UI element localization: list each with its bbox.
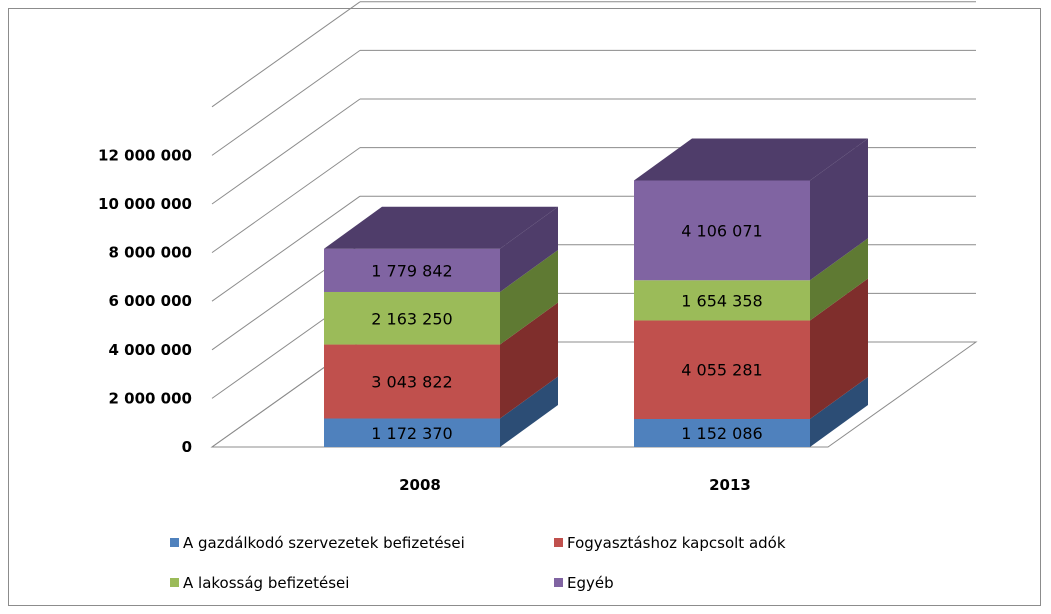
legend-swatch	[170, 578, 179, 587]
data-label: 4 055 281	[681, 361, 762, 380]
bar-segment-front	[634, 320, 810, 420]
bar-segment-side	[810, 138, 868, 281]
bar-top-face	[324, 206, 558, 249]
bar-segment-side	[810, 238, 868, 321]
data-label: 1 172 370	[371, 424, 452, 443]
bar-segment-front	[324, 418, 500, 447]
data-label: 1 152 086	[681, 424, 762, 443]
y-tick-label: 4 000 000	[108, 341, 192, 359]
x-category-label: 2008	[399, 476, 441, 494]
y-tick-label: 2 000 000	[108, 389, 192, 407]
data-labels: 1 172 370 3 043 822 2 163 250 1 779 842 1 15…	[371, 221, 762, 443]
side-wall-gridline	[211, 1, 361, 108]
bar-segment-front	[324, 344, 500, 419]
bar-segment-side	[810, 278, 868, 420]
bar-segment-front	[634, 280, 810, 321]
y-tick-label: 6 000 000	[108, 292, 192, 310]
side-wall-gridline	[211, 147, 361, 254]
data-label: 3 043 822	[371, 373, 452, 392]
legend: A gazdálkodó szervezetek befizetései Fogy…	[170, 534, 786, 592]
y-axis-ticks: 0 2 000 000 4 000 000 6 000 000 8 000 000 10 …	[98, 146, 192, 456]
x-category-label: 2013	[709, 476, 751, 494]
legend-label: A lakosság befizetései	[183, 574, 349, 592]
side-wall-gridline	[211, 195, 361, 302]
legend-label: Fogyasztáshoz kapcsolt adók	[567, 534, 786, 552]
y-tick-label: 12 000 000	[98, 146, 192, 164]
bar-top-face	[634, 138, 868, 181]
data-label: 1 779 842	[371, 261, 452, 280]
data-label: 1 654 358	[681, 291, 762, 310]
side-wall-gridline	[211, 49, 361, 156]
bars	[324, 138, 868, 447]
x-axis-categories: 2008 2013	[399, 476, 751, 494]
bar-segment-side	[500, 302, 558, 419]
legend-label: A gazdálkodó szervezetek befizetései	[183, 534, 465, 552]
legend-swatch	[170, 538, 179, 547]
bar-segment-front	[634, 419, 810, 447]
side-wall-gridline	[211, 98, 361, 205]
legend-swatch	[554, 538, 563, 547]
bar-segment-front	[324, 248, 500, 292]
bar-segment-front	[324, 291, 500, 345]
y-tick-label: 8 000 000	[108, 244, 192, 262]
legend-swatch	[554, 578, 563, 587]
bar-segment-side	[500, 249, 558, 345]
bar-segment-side	[500, 206, 558, 292]
y-tick-label: 0	[182, 438, 192, 456]
bar-segment-side	[500, 376, 558, 447]
legend-label: Egyéb	[567, 574, 614, 592]
bar-segment-side	[810, 377, 868, 447]
bar-segment-front	[634, 180, 810, 281]
data-label: 4 106 071	[681, 221, 762, 240]
data-label: 2 163 250	[371, 309, 452, 328]
y-tick-label: 10 000 000	[98, 195, 192, 213]
